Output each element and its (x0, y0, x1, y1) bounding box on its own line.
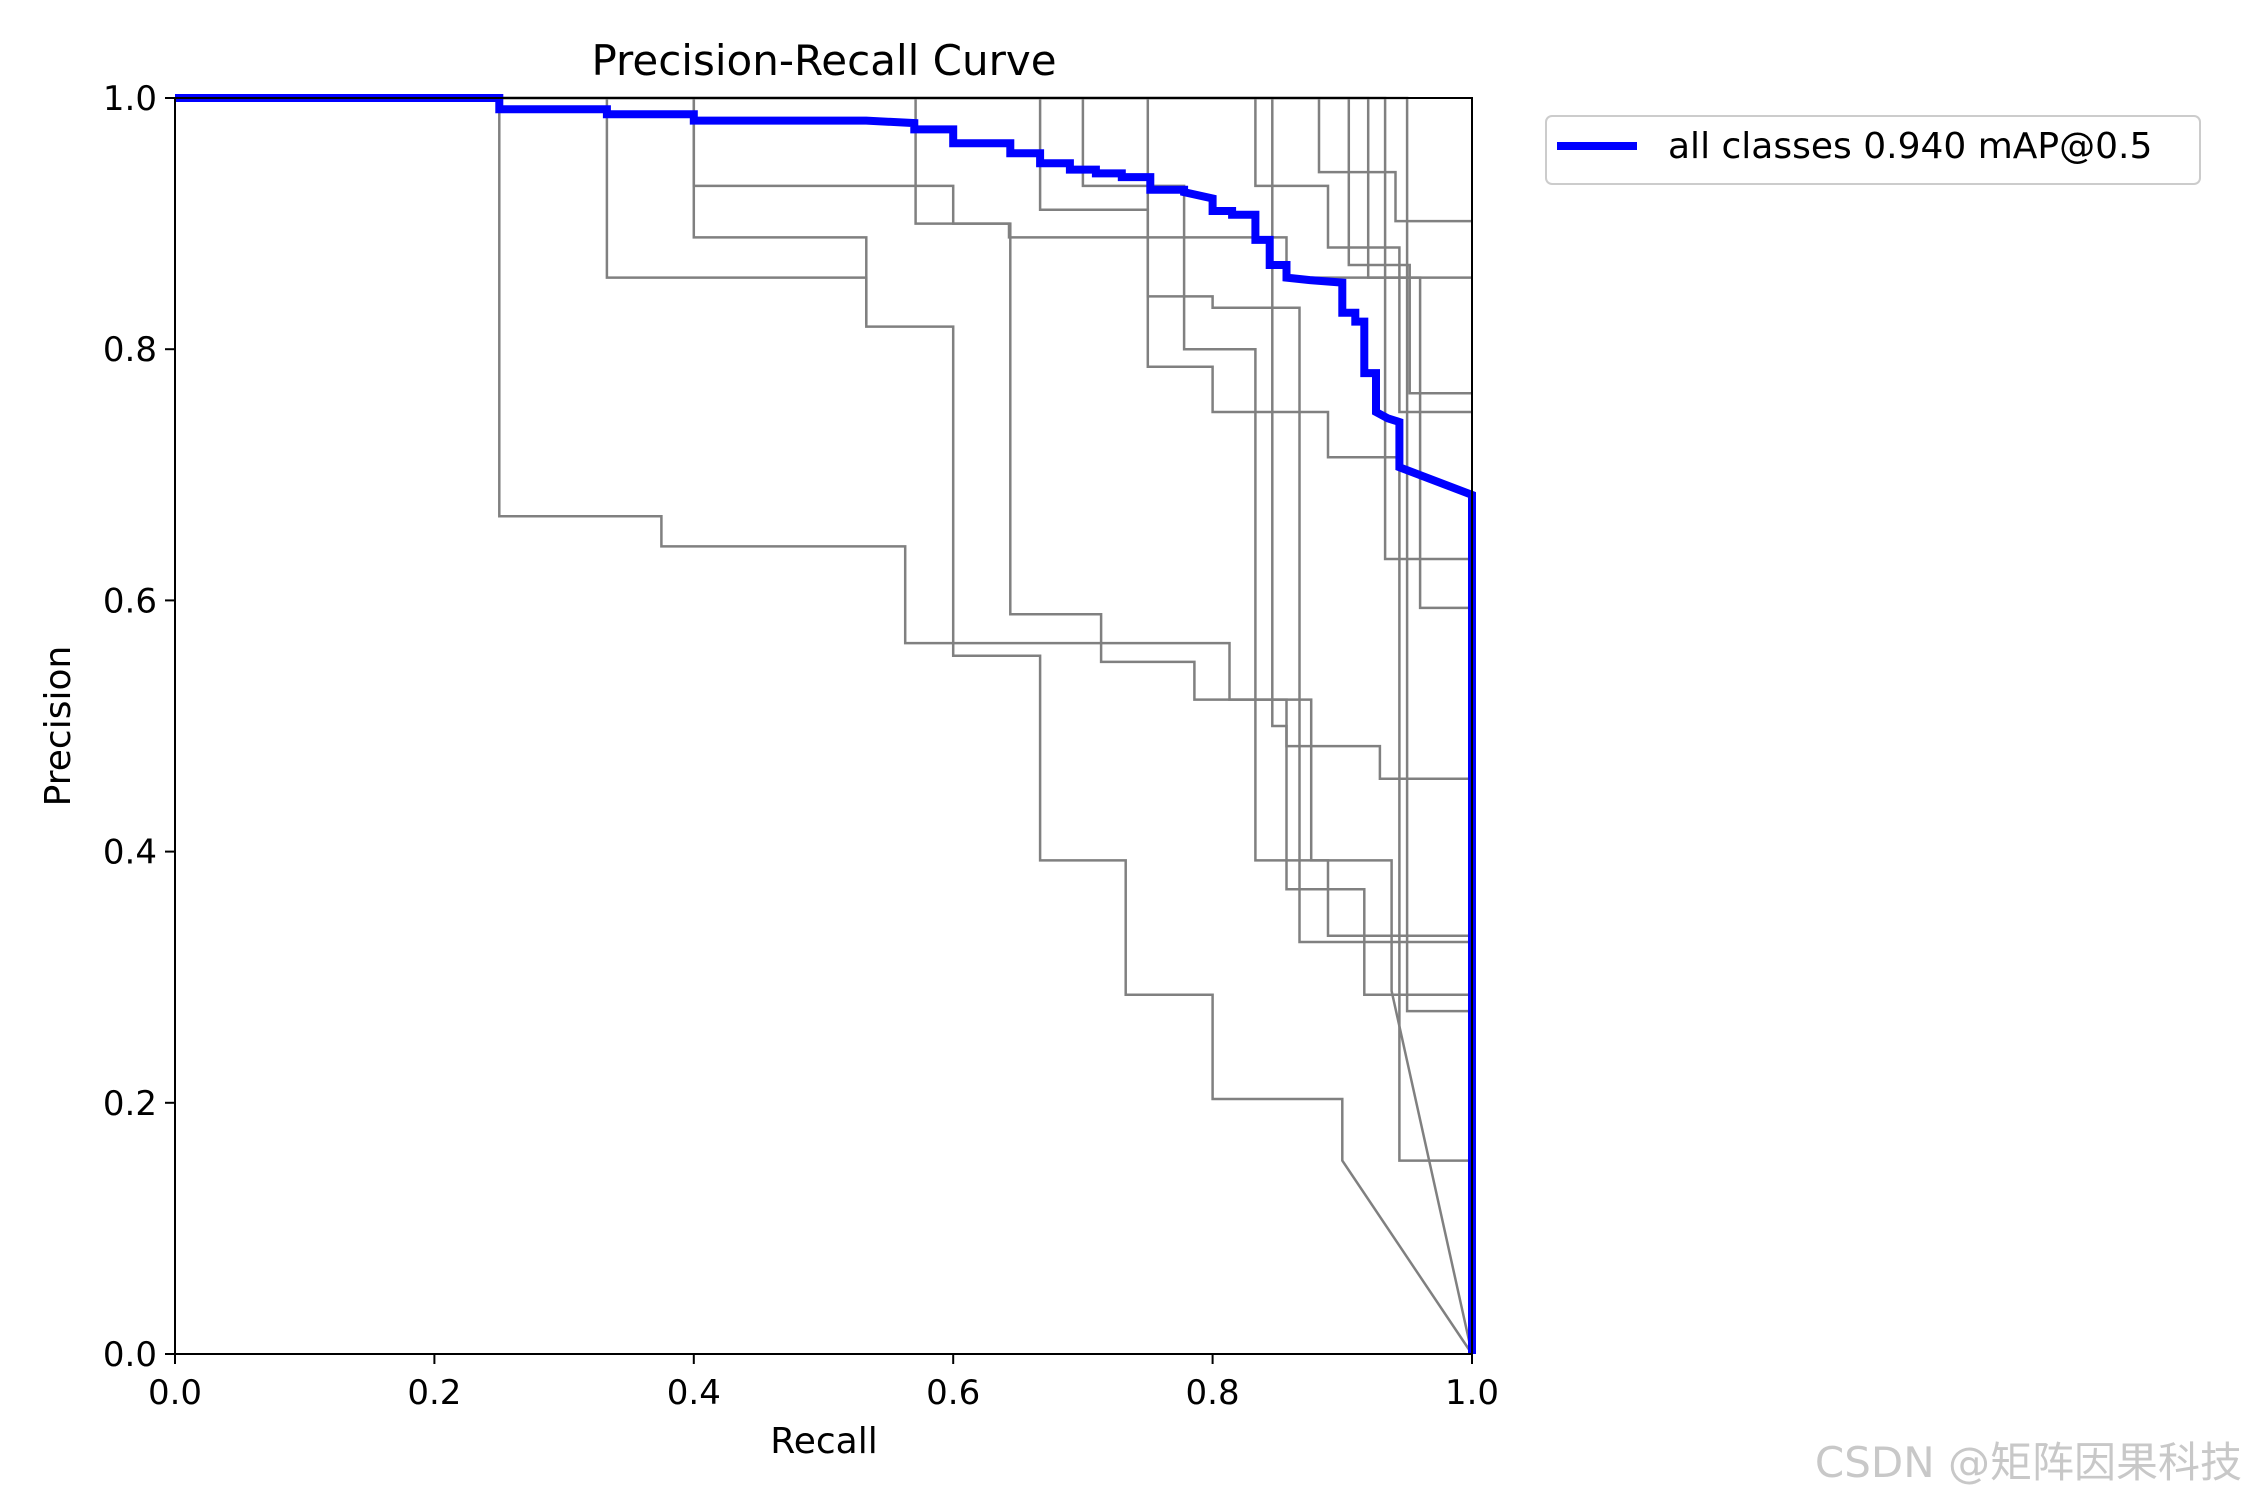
series-line-class-8 (175, 96, 1472, 944)
y-tick-label: 0.8 (103, 330, 157, 370)
y-axis: 0.0 0.2 0.4 0.6 0.8 1.0 (103, 79, 175, 1375)
chart-title: Precision-Recall Curve (591, 36, 1056, 85)
x-tick-label: 1.0 (1445, 1373, 1499, 1413)
series-line-class-7 (175, 96, 1472, 938)
series-line-class-1 (175, 96, 1474, 1355)
plot-frame (174, 97, 1473, 1355)
series-line-class-9 (175, 96, 1472, 414)
legend-label-all-classes: all classes 0.940 mAP@0.5 (1668, 126, 2152, 167)
y-tick-label: 0.2 (103, 1084, 157, 1124)
y-tick-label: 0.0 (103, 1335, 157, 1375)
watermark: CSDN @矩阵因果科技 (1814, 1438, 2242, 1487)
series-line-all-classes (175, 94, 1476, 1354)
legend: all classes 0.940 mAP@0.5 (1545, 115, 2201, 185)
x-axis-label: Recall (770, 1421, 877, 1462)
y-tick-label: 0.6 (103, 581, 157, 621)
y-axis-label: Precision (38, 646, 79, 807)
series-line-class-4 (175, 96, 1472, 781)
legend-box (1545, 115, 2201, 185)
x-axis: 0.0 0.2 0.4 0.6 0.8 1.0 (148, 1354, 1499, 1413)
series-line-class-2 (175, 96, 1474, 1355)
x-tick-label: 0.2 (407, 1373, 461, 1413)
series-line-class-6 (175, 96, 1472, 1162)
x-tick-label: 0.0 (148, 1373, 202, 1413)
x-tick-label: 0.6 (926, 1373, 980, 1413)
series-line-class-10 (175, 96, 1472, 997)
y-tick-label: 1.0 (103, 79, 157, 119)
x-tick-label: 0.4 (667, 1373, 721, 1413)
x-tick-label: 0.8 (1186, 1373, 1240, 1413)
y-tick-label: 0.4 (103, 833, 157, 873)
